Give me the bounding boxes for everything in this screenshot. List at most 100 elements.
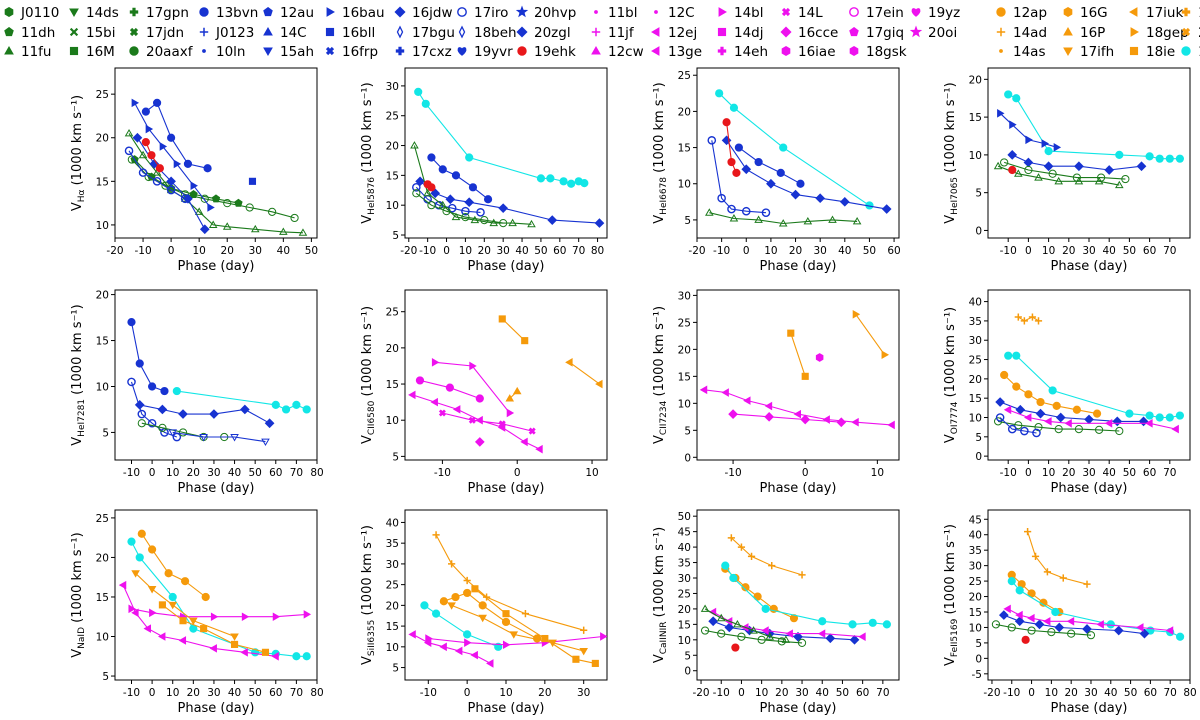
data-point	[1125, 409, 1134, 418]
x-tick-label: 60	[1143, 245, 1156, 257]
x-tick-label: -10	[123, 467, 140, 479]
data-point	[438, 409, 446, 417]
data-point	[502, 640, 511, 650]
legend-marker	[1130, 27, 1139, 37]
legend-entry: 11bl	[594, 5, 638, 21]
plot-area	[114, 289, 318, 461]
data-point	[168, 592, 177, 602]
x-axis-label: Phase (day)	[467, 481, 544, 496]
data-point	[506, 408, 515, 418]
data-point	[208, 220, 218, 228]
series	[994, 417, 1124, 436]
legend-entry: 10ln	[202, 44, 246, 60]
x-tick-label: -10	[434, 467, 451, 479]
y-axis-label: VCII6580 (1000 km s⁻¹)	[360, 306, 377, 444]
series	[787, 329, 809, 380]
data-point	[200, 625, 208, 633]
y-label-unit: (1000 km s⁻¹)	[360, 82, 375, 177]
legend-label: 14ad	[1013, 25, 1047, 41]
legend-marker	[69, 27, 79, 37]
x-tick-label: -10	[134, 245, 151, 257]
data-point	[1155, 154, 1164, 163]
data-point	[431, 609, 441, 618]
y-tick-label: 10	[96, 381, 109, 393]
legend-marker	[1129, 7, 1138, 17]
data-point	[732, 168, 741, 177]
y-label-main: V	[360, 435, 375, 444]
data-point	[705, 208, 714, 216]
data-point	[157, 632, 166, 641]
plot-area	[987, 289, 1191, 461]
plot-area	[404, 289, 608, 461]
legend-label: 14C	[280, 25, 307, 41]
legend-label: J0123	[215, 25, 254, 41]
y-tick-label: 15	[678, 371, 691, 383]
data-point	[887, 420, 895, 430]
data-point	[179, 617, 187, 625]
data-point	[148, 382, 157, 391]
y-tick-label: 15	[678, 619, 691, 631]
data-point	[131, 570, 140, 578]
data-point	[1175, 411, 1185, 420]
legend-entry: 18if	[1181, 5, 1200, 21]
y-tick-label: 5	[975, 188, 982, 200]
x-tick-label: -10	[1000, 467, 1017, 479]
series	[127, 318, 169, 396]
legend-label: 16coi	[1198, 44, 1200, 60]
y-tick-label: 25	[96, 89, 109, 101]
data-point	[536, 174, 546, 183]
legend-label: 19yvr	[474, 44, 513, 60]
data-point	[1072, 405, 1081, 414]
data-point	[993, 161, 1003, 170]
y-tick-label: 15	[386, 379, 399, 391]
data-point	[1043, 568, 1052, 576]
y-tick-label: 15	[969, 393, 982, 405]
x-tick-label: 50	[534, 245, 547, 257]
data-point	[737, 632, 746, 641]
series-line	[711, 140, 767, 214]
x-tick-label: -10	[123, 687, 140, 699]
legend-entry: 17iro	[457, 5, 508, 21]
series	[700, 626, 807, 648]
data-point	[138, 150, 148, 159]
data-point	[408, 390, 416, 400]
legend-entry: J0110	[4, 5, 59, 21]
x-tick-label: 60	[856, 687, 869, 699]
legend-marker	[263, 27, 273, 36]
y-tick-label: 50	[678, 511, 691, 523]
data-point	[438, 165, 447, 174]
data-point	[461, 213, 470, 222]
legend-marker	[394, 6, 406, 18]
y-label-sub: Hα	[77, 189, 87, 202]
x-tick-label: 10	[192, 245, 205, 257]
y-axis-label: VFeII5169 (1000 km s⁻¹)	[943, 524, 960, 666]
y-label-main: V	[652, 435, 667, 444]
data-point	[1012, 382, 1021, 391]
data-point	[1015, 610, 1023, 620]
legend-entry: 17ifh	[1063, 44, 1114, 60]
series	[439, 588, 542, 643]
data-point	[1044, 147, 1053, 156]
series-line	[128, 150, 186, 200]
data-layer	[408, 315, 603, 454]
data-point	[438, 200, 448, 209]
data-point	[1054, 424, 1063, 434]
legend-label: 17ein	[866, 5, 904, 21]
data-point	[431, 358, 440, 367]
x-tick-label: 30	[496, 245, 509, 257]
data-point	[155, 164, 164, 173]
x-axis-label: Phase (day)	[759, 701, 836, 716]
legend-label: 20hvp	[534, 5, 576, 21]
x-tick-label: 70	[290, 467, 303, 479]
legend-marker	[1129, 46, 1139, 56]
data-point	[210, 612, 219, 622]
x-tick-label: 20	[187, 467, 200, 479]
chart-panel: -10 0 10 20 30 40 50 60 70 0 5 10 15 20 Phase (day) VHe…	[943, 67, 1191, 274]
x-tick-label: 0	[1028, 687, 1035, 699]
legend-marker	[458, 25, 466, 39]
series	[997, 109, 1062, 152]
series	[565, 358, 603, 389]
series	[727, 534, 806, 579]
data-point	[464, 197, 475, 208]
